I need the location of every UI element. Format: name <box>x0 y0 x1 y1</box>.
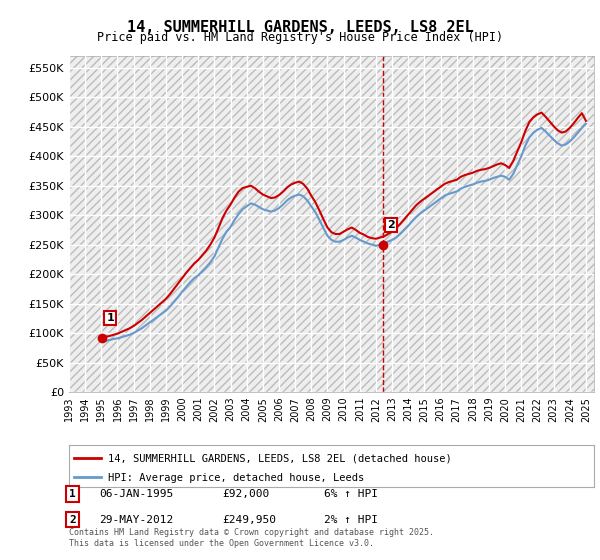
Text: 14, SUMMERHILL GARDENS, LEEDS, LS8 2EL: 14, SUMMERHILL GARDENS, LEEDS, LS8 2EL <box>127 20 473 35</box>
Text: £92,000: £92,000 <box>222 489 269 499</box>
Text: 2% ↑ HPI: 2% ↑ HPI <box>324 515 378 525</box>
Text: 06-JAN-1995: 06-JAN-1995 <box>99 489 173 499</box>
Text: Contains HM Land Registry data © Crown copyright and database right 2025.
This d: Contains HM Land Registry data © Crown c… <box>69 528 434 548</box>
Text: £249,950: £249,950 <box>222 515 276 525</box>
Text: 2: 2 <box>69 515 76 525</box>
Text: 6% ↑ HPI: 6% ↑ HPI <box>324 489 378 499</box>
Text: 29-MAY-2012: 29-MAY-2012 <box>99 515 173 525</box>
Text: 2: 2 <box>388 220 395 230</box>
Text: 1: 1 <box>106 313 114 323</box>
Text: Price paid vs. HM Land Registry's House Price Index (HPI): Price paid vs. HM Land Registry's House … <box>97 31 503 44</box>
Text: 14, SUMMERHILL GARDENS, LEEDS, LS8 2EL (detached house): 14, SUMMERHILL GARDENS, LEEDS, LS8 2EL (… <box>109 454 452 464</box>
Text: 1: 1 <box>69 489 76 499</box>
Text: HPI: Average price, detached house, Leeds: HPI: Average price, detached house, Leed… <box>109 473 365 483</box>
